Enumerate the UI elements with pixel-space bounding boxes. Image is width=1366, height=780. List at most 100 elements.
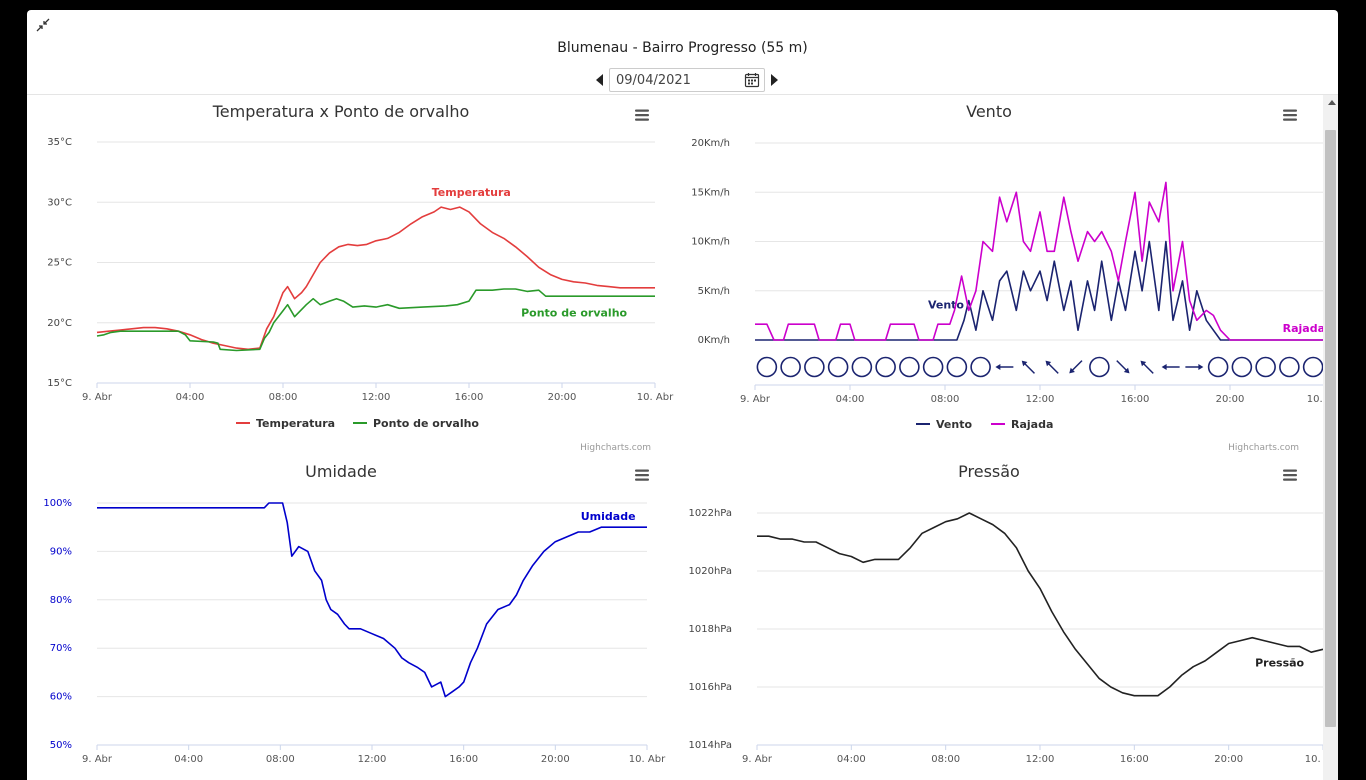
x-tick-label: 9. Abr — [740, 394, 771, 405]
x-tick-label: 9. Abr — [742, 754, 773, 765]
wind-direction-arrow — [1185, 364, 1204, 370]
arrow-head — [1069, 367, 1075, 374]
wind-calm-marker — [1255, 356, 1276, 378]
hamburger-menu-icon[interactable] — [635, 108, 651, 122]
legend-item-temperatura[interactable]: Temperatura — [236, 417, 335, 430]
hamburger-menu-icon[interactable] — [635, 468, 651, 482]
menu-bar-1 — [1283, 114, 1297, 117]
hamburger-menu-icon[interactable] — [1283, 108, 1299, 122]
x-tick-label: 08:00 — [269, 392, 298, 403]
arrow-head — [1021, 360, 1028, 367]
calendar-icon[interactable] — [744, 72, 760, 88]
chart-title: Temperatura x Ponto de orvalho — [212, 102, 470, 121]
x-tick-label: 12:00 — [1026, 754, 1055, 765]
menu-bar-2 — [635, 478, 649, 481]
wind-calm-marker — [851, 356, 873, 378]
legend-item-ponto-de-orvalho[interactable]: Ponto de orvalho — [353, 417, 479, 430]
wind-direction-arrow — [1021, 360, 1036, 374]
x-tick-label: 20:00 — [541, 754, 570, 765]
y-tick-label: 25°C — [47, 258, 72, 269]
wind-calm-marker — [804, 356, 825, 378]
y-tick-label: 30°C — [47, 197, 72, 208]
temperature-chart: Temperatura x Ponto de orvalho 15°C 20°C 25… — [27, 95, 674, 453]
x-tick-label: 20:00 — [1214, 754, 1243, 765]
humidity-chart: Umidade 50% 60% 70% 80% 90% 100% 9. Abr 04:00 08:… — [27, 455, 666, 780]
y-tick-label: 100% — [43, 498, 72, 509]
x-tick-label: 12:00 — [362, 392, 391, 403]
wind-calm-marker — [1089, 356, 1110, 378]
y-tick-label: 50% — [50, 740, 72, 751]
x-tick-label: 16:00 — [449, 754, 478, 765]
y-tick-label: 1018hPa — [689, 624, 733, 635]
wind-calm-marker — [756, 356, 778, 378]
hamburger-menu-icon[interactable] — [1283, 468, 1299, 482]
caret-right-icon — [771, 74, 778, 86]
y-tick-label: 35°C — [47, 137, 72, 148]
station-title: Blumenau - Bairro Progresso (55 m) — [557, 40, 808, 56]
series-line-pressão — [757, 512, 1324, 697]
x-tick-label: 10. Abr — [629, 754, 666, 765]
y-tick-label: 80% — [50, 595, 72, 606]
legend-label: Temperatura — [256, 417, 335, 430]
menu-bar-0 — [635, 469, 649, 472]
x-tick-label: 08:00 — [266, 754, 295, 765]
series-label: Temperatura — [432, 186, 511, 199]
compress-icon[interactable] — [36, 18, 50, 32]
vento-svg: Vento 0Km/h 5Km/h 10Km/h 15Km/h 20Km/h 9. Abr 0… — [691, 102, 1338, 453]
legend-item-rajada[interactable]: Rajada — [991, 418, 1053, 431]
x-tick-label: 08:00 — [931, 394, 960, 405]
arrow-shaft — [1047, 362, 1059, 374]
wind-calm-marker — [780, 356, 801, 378]
x-tick-label: 12:00 — [358, 754, 387, 765]
wind-calm-marker — [1279, 356, 1300, 378]
x-tick-label: 08:00 — [931, 754, 960, 765]
menu-bar-0 — [635, 109, 649, 112]
menu-bar-2 — [1283, 478, 1297, 481]
arrow-head — [995, 364, 1001, 370]
wind-direction-arrow — [1140, 360, 1154, 374]
arrow-shaft — [1142, 362, 1154, 374]
arrow-head — [1140, 360, 1147, 367]
x-tick-label: 12:00 — [1026, 394, 1055, 405]
scrollbar-thumb[interactable] — [1325, 130, 1336, 727]
series-line-temperatura — [96, 206, 655, 351]
wind-calm-marker — [899, 356, 920, 378]
x-tick-label: 20:00 — [548, 392, 577, 403]
date-value: 09/04/2021 — [616, 72, 691, 88]
caret-left-icon — [596, 74, 603, 86]
wind-direction-arrow — [1045, 360, 1059, 374]
wind-calm-marker — [970, 356, 991, 378]
x-tick-label: 16:00 — [1121, 394, 1150, 405]
menu-bar-2 — [1283, 118, 1297, 121]
y-tick-label: 5Km/h — [698, 286, 730, 297]
wind-direction-arrow — [1161, 364, 1180, 370]
y-tick-label: 0Km/h — [698, 335, 730, 346]
chart-title: Umidade — [305, 462, 377, 481]
series-label: Rajada — [1283, 322, 1325, 335]
wind-calm-marker — [1207, 356, 1229, 378]
prev-day-button[interactable] — [594, 73, 606, 87]
x-tick-label: 9. Abr — [82, 392, 113, 403]
menu-bar-0 — [1283, 109, 1297, 112]
wind-calm-marker — [946, 356, 968, 378]
next-day-button[interactable] — [768, 73, 780, 87]
y-tick-label: 1016hPa — [689, 682, 733, 693]
y-tick-label: 20°C — [47, 318, 72, 329]
wind-calm-marker — [1231, 356, 1253, 378]
legend-item-vento[interactable]: Vento — [916, 418, 972, 431]
series-line-ponto-de-orvalho — [96, 288, 655, 352]
pressure-chart: Pressão 1014hPa 1016hPa 1018hPa 1020hPa 1022h… — [675, 455, 1339, 780]
wind-calm-marker — [922, 356, 944, 378]
header-divider — [27, 94, 1338, 95]
x-tick-label: 20:00 — [1216, 394, 1245, 405]
x-tick-label: 10. Abr — [1305, 754, 1338, 765]
date-input[interactable]: 09/04/2021 — [609, 68, 765, 92]
x-tick-label: 04:00 — [174, 754, 203, 765]
menu-bar-1 — [1283, 474, 1297, 477]
x-tick-label: 10. Abr — [1307, 394, 1338, 405]
wind-direction-arrow — [995, 364, 1014, 370]
scroll-up-arrow[interactable] — [1328, 100, 1336, 105]
series-label: Umidade — [581, 510, 636, 523]
station-modal: Blumenau - Bairro Progresso (55 m) 09/04… — [27, 10, 1338, 780]
y-tick-label: 1020hPa — [689, 566, 733, 577]
